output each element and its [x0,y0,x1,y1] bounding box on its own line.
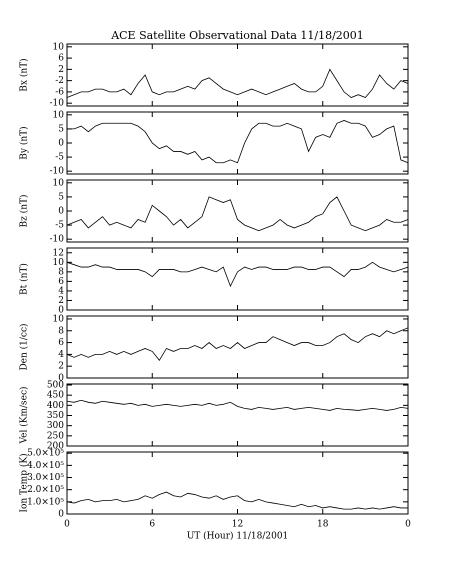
y-tick-label: 12 [53,248,64,258]
y-tick-label: 8 [58,267,64,277]
y-tick-label: 10 [53,258,65,268]
y-tick-label: 6 [58,54,64,64]
y-tick-label: 2 [58,65,64,75]
y-tick-label: -6 [55,87,64,97]
data-line [66,261,409,288]
data-line [66,327,409,361]
y-tick-label: -2 [55,76,64,86]
y-tick-label: 0 [58,510,64,520]
panel-frame [66,111,409,175]
data-line [67,120,409,164]
y-tick-label: 250 [47,431,64,441]
y-tick-label: 2 [58,296,64,306]
data-line [66,68,409,99]
y-axis-label: Bx (nT) [19,58,30,91]
data-line [66,399,409,411]
panel-frame [66,383,409,447]
panel-frame [66,43,409,107]
y-tick-label: 0 [58,306,64,316]
y-tick-label: 4.0×10⁵ [27,461,64,471]
y-tick-label: 3.0×10⁵ [27,473,64,483]
y-tick-label: -10 [50,167,65,177]
y-tick-label: 5 [58,124,64,134]
x-tick-label: 18 [317,520,329,530]
y-axis-label: Den (1/cc) [19,323,30,370]
y-tick-label: 10 [53,178,65,188]
x-tick-label: 6 [149,520,155,530]
y-tick-label: 300 [47,421,64,431]
y-tick-label: 350 [47,411,64,421]
y-tick-label: 500 [47,381,64,391]
y-tick-label: 10 [53,314,65,324]
y-tick-label: -10 [50,99,65,109]
x-tick-label: 12 [232,520,243,530]
y-tick-label: 4 [58,286,64,296]
x-tick-label: 0 [64,520,70,530]
y-tick-label: 0 [58,139,64,149]
y-axis-label: Ion Temp (K) [19,453,30,512]
y-tick-label: 400 [47,401,64,411]
x-tick-label: 0 [405,520,411,530]
y-tick-label: 6 [58,277,64,287]
panel-frame [66,315,409,379]
y-tick-label: 5.0×10⁵ [27,449,64,459]
y-tick-label: 6 [58,338,64,348]
y-tick-label: 1.0×10⁵ [27,497,64,507]
chart-title: ACE Satellite Observational Data 11/18/2… [110,29,364,42]
y-tick-label: 5 [58,192,64,202]
y-tick-label: 10 [53,42,65,52]
y-axis-label: Bt (nT) [19,263,30,295]
y-tick-label: 10 [53,110,65,120]
y-tick-label: 450 [47,391,64,401]
y-tick-label: 200 [47,442,64,452]
y-tick-label: -10 [50,235,65,245]
y-tick-label: -5 [55,221,64,231]
y-tick-label: -5 [55,153,64,163]
x-axis-label: UT (Hour) 11/18/2001 [187,531,289,542]
data-line [66,491,408,510]
panel-frame [66,179,409,243]
y-tick-label: 0 [58,207,64,217]
y-axis-label: By (nT) [19,126,30,159]
y-tick-label: 4 [58,350,64,360]
y-axis-label: Vel (Km/sec) [19,386,30,444]
panel-frame [66,451,409,515]
y-axis-label: Bz (nT) [19,194,30,227]
panel-frame [66,247,409,311]
y-tick-label: 8 [58,326,64,336]
y-tick-label: 2 [58,362,64,372]
y-tick-label: 2.0×10⁵ [27,485,64,495]
data-line [66,196,409,232]
y-tick-label: 0 [58,374,64,384]
